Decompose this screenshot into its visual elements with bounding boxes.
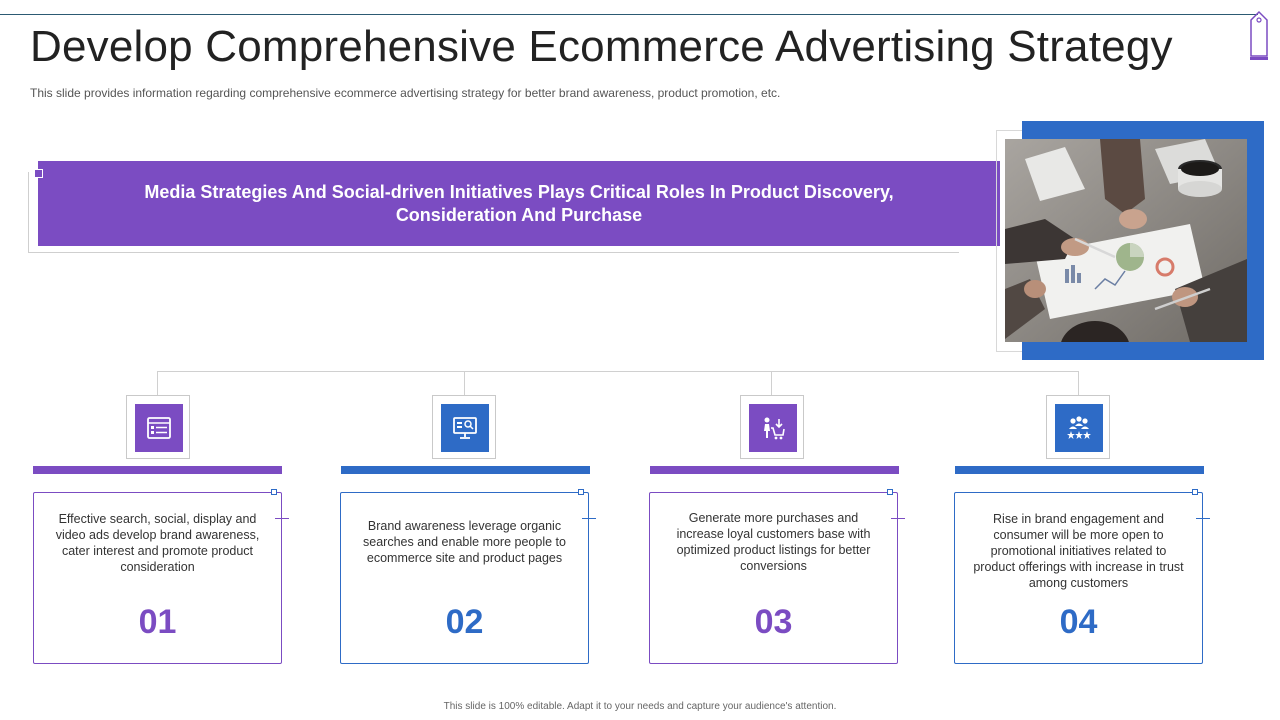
step-4-corner-square — [1192, 489, 1198, 495]
step-4-bar — [955, 466, 1204, 474]
connector-drop-4 — [1078, 371, 1079, 395]
step-3-card: Generate more purchases and increase loy… — [649, 492, 898, 664]
step-3-icon-box — [740, 395, 804, 459]
monitor-search-icon — [441, 404, 489, 452]
shopping-cart-person-icon — [749, 404, 797, 452]
group-stars-icon — [1055, 404, 1103, 452]
step-2-corner-square — [578, 489, 584, 495]
meeting-photo — [1005, 139, 1247, 342]
banner-corner-square — [34, 169, 43, 178]
step-2-tick — [582, 518, 596, 519]
step-1-icon-box — [126, 395, 190, 459]
connector-drop-3 — [771, 371, 772, 395]
step-1-number: 01 — [138, 603, 177, 641]
step-1-text: Effective search, social, display and vi… — [55, 512, 260, 574]
step-3-corner-square — [887, 489, 893, 495]
step-2-bar — [341, 466, 590, 474]
connector-drop-1 — [157, 371, 158, 395]
banner-line-1: Media Strategies And Social-driven Initi… — [144, 181, 894, 202]
step-3-number: 03 — [754, 603, 793, 641]
step-4-card: Rise in brand engagement and consumer wi… — [954, 492, 1203, 664]
connector-drop-2 — [464, 371, 465, 395]
step-4-text: Rise in brand engagement and consumer wi… — [973, 512, 1184, 590]
step-2-card: Brand awareness leverage organic searche… — [340, 492, 589, 664]
banner-text: Media Strategies And Social-driven Initi… — [119, 181, 919, 227]
page-subtitle: This slide provides information regardin… — [30, 86, 781, 100]
step-1-corner-square — [271, 489, 277, 495]
meeting-photo-illustration — [1005, 139, 1247, 342]
step-1-card: Effective search, social, display and vi… — [33, 492, 282, 664]
step-4-number: 04 — [1059, 603, 1098, 641]
header-rule — [0, 14, 1258, 15]
footer-note: This slide is 100% editable. Adapt it to… — [443, 701, 837, 712]
banner-frame — [28, 172, 959, 253]
tag-icon — [1250, 10, 1268, 60]
connector-line — [157, 371, 1079, 372]
page-title: Develop Comprehensive Ecommerce Advertis… — [30, 22, 1173, 71]
step-4-tick — [1196, 518, 1210, 519]
step-2-number: 02 — [445, 603, 484, 641]
step-4-icon-box — [1046, 395, 1110, 459]
step-2-text: Brand awareness leverage organic searche… — [363, 519, 566, 565]
step-1-tick — [275, 518, 289, 519]
banner: Media Strategies And Social-driven Initi… — [38, 161, 1000, 246]
step-3-tick — [891, 518, 905, 519]
step-1-bar — [33, 466, 282, 474]
step-3-text: Generate more purchases and increase loy… — [676, 511, 871, 573]
banner-line-2: Consideration And Purchase — [395, 204, 643, 225]
checklist-icon — [135, 404, 183, 452]
step-2-icon-box — [432, 395, 496, 459]
step-3-bar — [650, 466, 899, 474]
